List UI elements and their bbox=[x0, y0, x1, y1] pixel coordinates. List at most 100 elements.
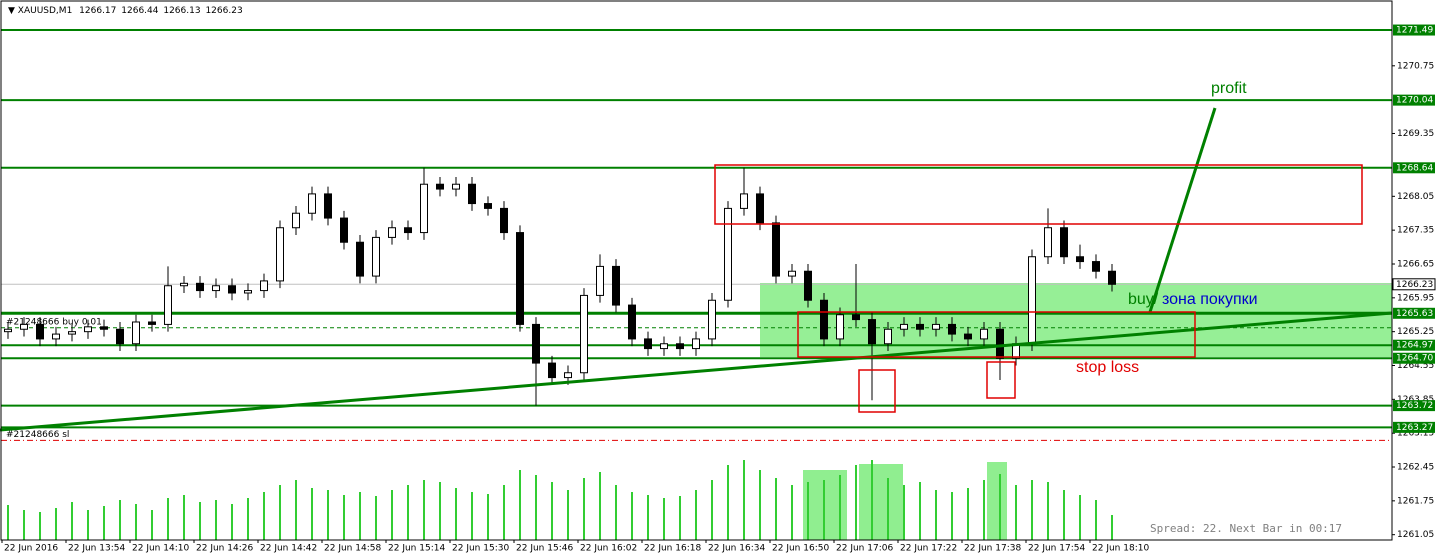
volume-bar bbox=[455, 488, 457, 540]
resistance-box bbox=[714, 164, 1363, 225]
candle-body bbox=[340, 217, 348, 243]
candle-body bbox=[52, 333, 60, 340]
volume-bar bbox=[887, 478, 889, 540]
volume-bar bbox=[1047, 482, 1049, 540]
candle-body bbox=[68, 331, 76, 335]
x-tick-label: 22 Jun 17:54 bbox=[1028, 544, 1085, 554]
candle-body bbox=[276, 227, 284, 282]
candle-body bbox=[36, 323, 44, 340]
level-box bbox=[1393, 24, 1435, 36]
volume-bar bbox=[23, 510, 25, 540]
level-label: 1264.70 bbox=[1396, 354, 1433, 364]
candle-body bbox=[180, 282, 188, 287]
volume-bar bbox=[71, 502, 73, 540]
y-tick-label: 1265.25 bbox=[1397, 327, 1434, 337]
volume-bar bbox=[279, 485, 281, 540]
candle-body bbox=[596, 265, 604, 296]
candle-body bbox=[724, 207, 732, 301]
x-tick-label: 22 Jun 14:42 bbox=[260, 544, 317, 554]
volume-bar bbox=[199, 502, 201, 540]
candle-body bbox=[932, 323, 940, 330]
candle-body bbox=[132, 321, 140, 345]
volume-bar bbox=[583, 478, 585, 540]
candle-body bbox=[660, 343, 668, 350]
volume-bar bbox=[983, 480, 985, 540]
candle-body bbox=[1076, 256, 1084, 263]
volume-bar bbox=[551, 482, 553, 540]
y-tick-label: 1261.75 bbox=[1397, 496, 1434, 506]
candle-body bbox=[948, 323, 956, 335]
volume-bar bbox=[247, 498, 249, 540]
volume-bar bbox=[775, 478, 777, 540]
candle-body bbox=[324, 193, 332, 219]
candle-body bbox=[852, 314, 860, 321]
volume-bar bbox=[1079, 495, 1081, 540]
volume-bar bbox=[935, 490, 937, 540]
volume-bar bbox=[151, 510, 153, 540]
candle-body bbox=[676, 343, 684, 350]
volume-bar bbox=[167, 498, 169, 540]
y-tick-label: 1265.95 bbox=[1397, 293, 1434, 303]
volume-bar bbox=[119, 500, 121, 540]
entry-box bbox=[797, 311, 1196, 358]
volume-bar bbox=[7, 505, 9, 540]
x-tick-label: 22 Jun 15:30 bbox=[452, 544, 509, 554]
candle-body bbox=[436, 183, 444, 190]
candle-body bbox=[84, 326, 92, 333]
plot: #21248666 buy 0.01 #21248666 sl bbox=[1, 29, 1392, 540]
wick-box bbox=[858, 369, 896, 413]
order-label: #21248666 sl bbox=[6, 430, 69, 440]
candle-body bbox=[244, 290, 252, 294]
candle-body bbox=[740, 193, 748, 209]
candle-body bbox=[372, 236, 380, 277]
candle-body bbox=[820, 299, 828, 340]
volume-bar bbox=[1095, 500, 1097, 540]
x-tick-label: 22 Jun 16:02 bbox=[580, 544, 637, 554]
drawings-front: profit buy/ зона покупки stop loss bbox=[0, 80, 1393, 432]
y-tick-label: 1270.75 bbox=[1397, 61, 1434, 71]
y-tick-label: 1267.35 bbox=[1397, 226, 1434, 236]
x-tick-label: 22 Jun 17:22 bbox=[900, 544, 957, 554]
candle-body bbox=[1044, 227, 1052, 258]
volume-bar bbox=[855, 465, 857, 540]
candle-body bbox=[388, 227, 396, 238]
candle-body bbox=[836, 314, 844, 340]
candle-body bbox=[292, 212, 300, 229]
volume-highlight bbox=[859, 464, 903, 540]
candle-body bbox=[20, 323, 28, 330]
candle-body bbox=[4, 328, 12, 333]
wick-box bbox=[986, 361, 1016, 399]
level-box bbox=[1393, 339, 1435, 351]
candle-body bbox=[100, 326, 108, 330]
y-tick-label: 1266.65 bbox=[1397, 259, 1434, 269]
level-box bbox=[1393, 94, 1435, 106]
volume-bar bbox=[519, 470, 521, 540]
level-label: 1263.27 bbox=[1396, 423, 1433, 433]
candle-body bbox=[756, 193, 764, 224]
volume-bar bbox=[711, 480, 713, 540]
volume-bar bbox=[295, 480, 297, 540]
volume-bar bbox=[231, 504, 233, 540]
candle-body bbox=[164, 285, 172, 325]
candle-body bbox=[980, 328, 988, 340]
volume-highlight bbox=[987, 462, 1007, 540]
candle-body bbox=[788, 270, 796, 277]
volume-bar bbox=[695, 490, 697, 540]
volume-bar bbox=[39, 512, 41, 540]
volume-bar bbox=[679, 496, 681, 540]
volume-bar bbox=[423, 480, 425, 540]
volume-bar bbox=[503, 485, 505, 540]
volume-bar bbox=[87, 510, 89, 540]
volume-bar bbox=[311, 488, 313, 540]
x-tick-label: 22 Jun 14:10 bbox=[132, 544, 189, 554]
volume-bar bbox=[391, 490, 393, 540]
candle-body bbox=[484, 203, 492, 209]
header-open: 1266.17 bbox=[79, 6, 116, 16]
candle-body bbox=[516, 232, 524, 325]
volume-bar bbox=[631, 492, 633, 540]
header-close: 1266.23 bbox=[205, 6, 242, 16]
candle-body bbox=[420, 183, 428, 234]
x-tick-label: 22 Jun 15:46 bbox=[516, 544, 573, 554]
volume-bar bbox=[919, 482, 921, 540]
